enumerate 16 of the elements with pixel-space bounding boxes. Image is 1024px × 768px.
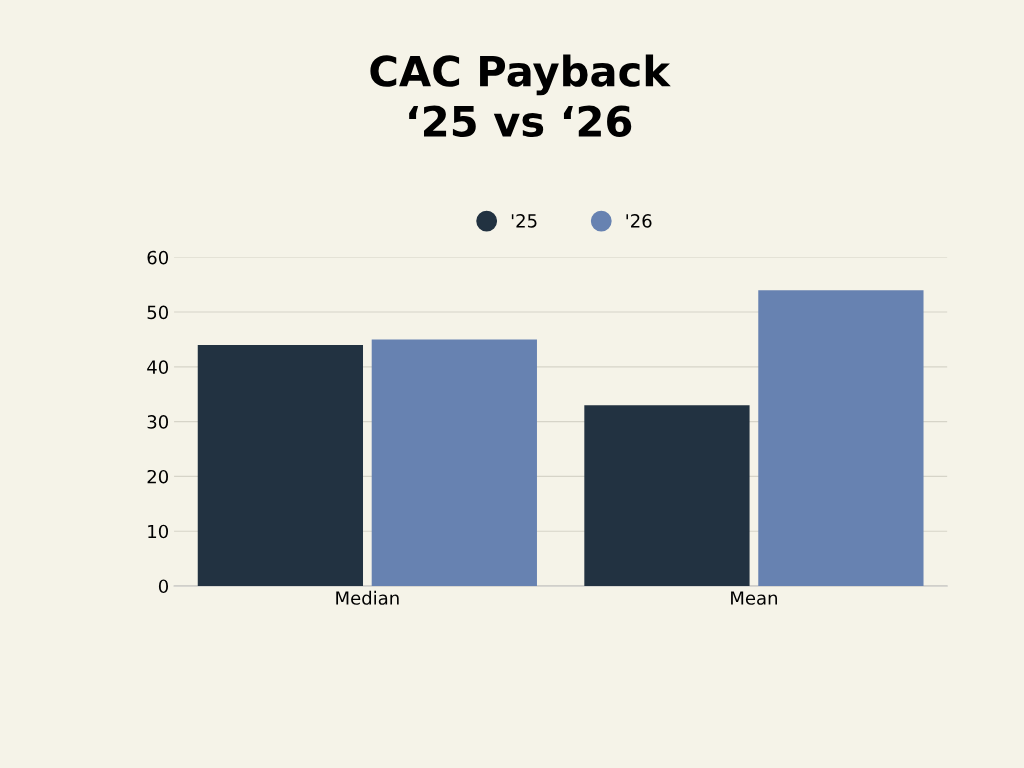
legend-label: '25 <box>511 214 537 228</box>
x-tick-label: Mean <box>731 591 777 605</box>
bar <box>197 344 364 586</box>
x-tick-label: Median <box>336 590 399 605</box>
y-tick-label: 10 <box>148 524 169 539</box>
y-tick-label: 20 <box>147 469 169 484</box>
legend-label: '26 <box>626 214 652 228</box>
bar <box>758 290 924 586</box>
bar <box>584 405 750 586</box>
y-tick-label: 0 <box>158 579 169 594</box>
y-tick-label: 30 <box>147 415 169 429</box>
chart-title: CAC Payback ‘25 vs ‘26 <box>370 54 671 137</box>
y-tick-label: 50 <box>147 305 169 320</box>
y-tick-label: 40 <box>147 360 169 374</box>
y-tick-label: 60 <box>147 250 169 265</box>
bar <box>371 339 537 586</box>
